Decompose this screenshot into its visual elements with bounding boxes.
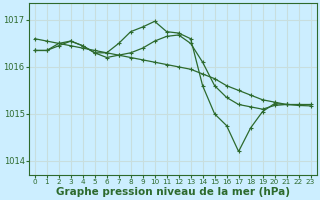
X-axis label: Graphe pression niveau de la mer (hPa): Graphe pression niveau de la mer (hPa) [56,187,290,197]
